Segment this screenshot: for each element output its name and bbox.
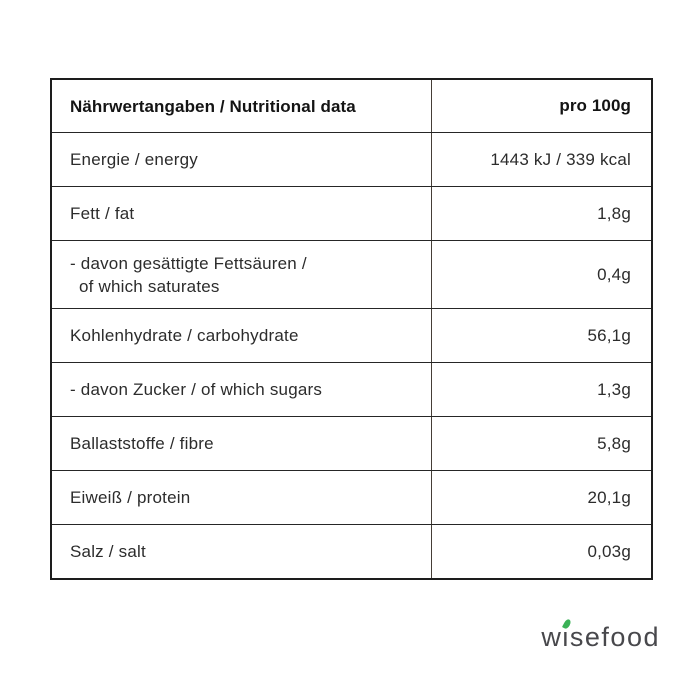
nutrient-label: Fett / fat [70,204,135,223]
table-header-row: Nährwertangaben / Nutritional data pro 1… [52,80,651,132]
nutrient-label: - davon gesättigte Fettsäuren / of which… [70,253,307,296]
nutrient-value: 5,8g [431,417,651,470]
nutrient-value: 20,1g [431,471,651,524]
table-row-protein: Eiweiß / protein 20,1g [52,470,651,524]
nutrient-label: - davon Zucker / of which sugars [70,380,323,399]
table-row-fibre: Ballaststoffe / fibre 5,8g [52,416,651,470]
nutrient-label: Eiweiß / protein [70,488,191,507]
table-row-sugars: - davon Zucker / of which sugars 1,3g [52,362,651,416]
table-header-name: Nährwertangaben / Nutritional data [52,80,431,132]
table-row-saturates: - davon gesättigte Fettsäuren / of which… [52,240,651,308]
wisefood-logo-text: wisefood [541,617,660,653]
nutrient-value: 1443 kJ / 339 kcal [431,133,651,186]
table-row-fat: Fett / fat 1,8g [52,186,651,240]
nutrient-label: Ballaststoffe / fibre [70,434,214,453]
table-row-energy: Energie / energy 1443 kJ / 339 kcal [52,132,651,186]
per-100g-label: pro 100g [559,96,631,115]
nutrient-label: Kohlenhydrate / carbohydrate [70,326,299,345]
nutrient-value: 56,1g [431,309,651,362]
wisefood-logo: wisefood [541,616,660,658]
nutrient-value: 0,03g [431,525,651,578]
table-row-carbohydrate: Kohlenhydrate / carbohydrate 56,1g [52,308,651,362]
nutrient-value: 1,3g [431,363,651,416]
nutrient-label: Energie / energy [70,150,198,169]
nutrient-value: 1,8g [431,187,651,240]
table-header-amount: pro 100g [431,80,651,132]
table-title: Nährwertangaben / Nutritional data [70,96,356,116]
nutrition-table: Nährwertangaben / Nutritional data pro 1… [50,78,653,580]
nutrient-value: 0,4g [431,241,651,308]
nutrient-label: Salz / salt [70,542,146,561]
table-row-salt: Salz / salt 0,03g [52,524,651,578]
